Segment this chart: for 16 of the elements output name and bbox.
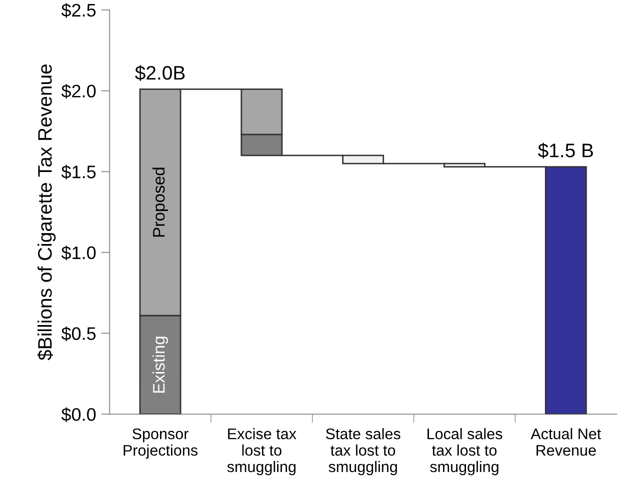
y-axis-title: $Billions of Cigarette Tax Revenue — [37, 64, 56, 360]
annotation: $2.0B — [135, 65, 185, 81]
x-tick-label: Excise tax lost to smuggling — [227, 428, 296, 476]
x-tick-label: Actual Net Revenue — [530, 428, 602, 456]
series-label: Proposed — [152, 168, 168, 237]
annotation: $1.5 B — [538, 142, 593, 159]
x-tick-label: Sponsor Projections — [124, 428, 198, 459]
x-tick-label: State sales tax lost to smuggling — [326, 428, 400, 476]
y-tick-label: $0.5 — [61, 326, 96, 342]
y-tick-label: $1.0 — [61, 246, 96, 260]
y-tick-label: $2.5 — [61, 3, 96, 18]
x-tick-label: Local sales tax lost to smuggling — [428, 428, 502, 476]
series-label: Existing — [152, 336, 168, 393]
y-tick-label: $0.0 — [61, 407, 96, 422]
y-tick-label: $2.0 — [61, 84, 96, 99]
y-tick-label: $1.5 — [61, 164, 96, 180]
